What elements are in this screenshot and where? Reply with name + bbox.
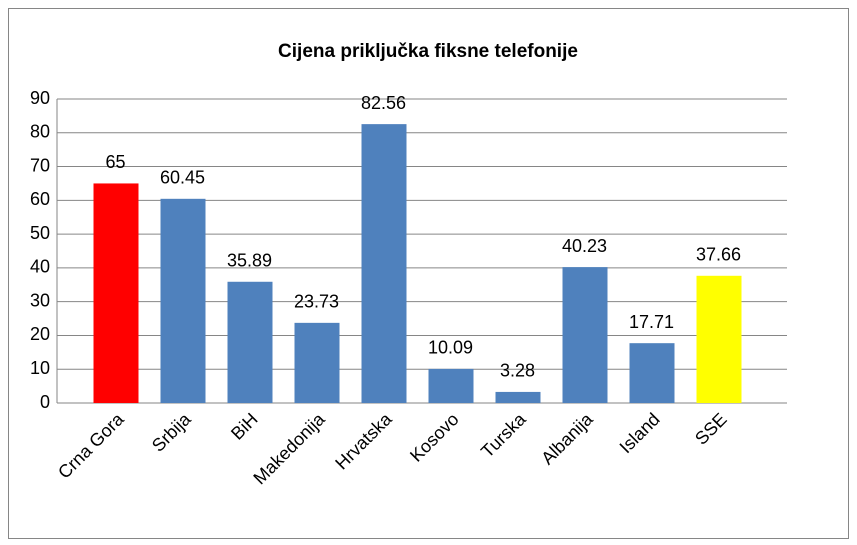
bar <box>696 275 742 403</box>
data-label: 23.73 <box>294 292 339 312</box>
bar <box>160 198 206 403</box>
data-label: 40.23 <box>562 236 607 256</box>
data-label: 65 <box>105 152 125 172</box>
y-tick-label: 40 <box>30 257 50 277</box>
bar <box>629 343 675 403</box>
y-tick-label: 20 <box>30 324 50 344</box>
chart-frame <box>8 8 849 539</box>
chart-title: Cijena priključka fiksne telefonije <box>278 41 578 62</box>
y-tick-label: 70 <box>30 155 50 175</box>
y-tick-label: 50 <box>30 223 50 243</box>
bar <box>562 267 608 403</box>
y-tick-label: 0 <box>40 392 50 412</box>
data-label: 35.89 <box>227 251 272 271</box>
bar <box>361 124 407 403</box>
data-label: 17.71 <box>629 312 674 332</box>
bar <box>428 368 474 403</box>
y-tick-label: 30 <box>30 290 50 310</box>
data-label: 82.56 <box>361 93 406 113</box>
data-label: 60.45 <box>160 168 205 188</box>
bar <box>294 322 340 403</box>
data-label: 10.09 <box>428 338 473 358</box>
bar <box>93 183 139 403</box>
y-tick-label: 90 <box>30 88 50 108</box>
data-label: 37.66 <box>696 245 741 265</box>
y-tick-label: 10 <box>30 358 50 378</box>
y-tick-label: 60 <box>30 189 50 209</box>
y-tick-label: 80 <box>30 122 50 142</box>
data-label: 3.28 <box>500 361 535 381</box>
bar <box>495 391 541 403</box>
bar <box>227 281 273 403</box>
